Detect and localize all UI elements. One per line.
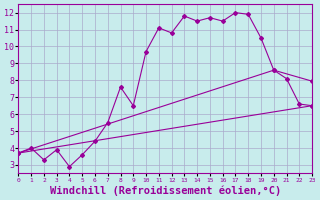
X-axis label: Windchill (Refroidissement éolien,°C): Windchill (Refroidissement éolien,°C) [50,185,281,196]
